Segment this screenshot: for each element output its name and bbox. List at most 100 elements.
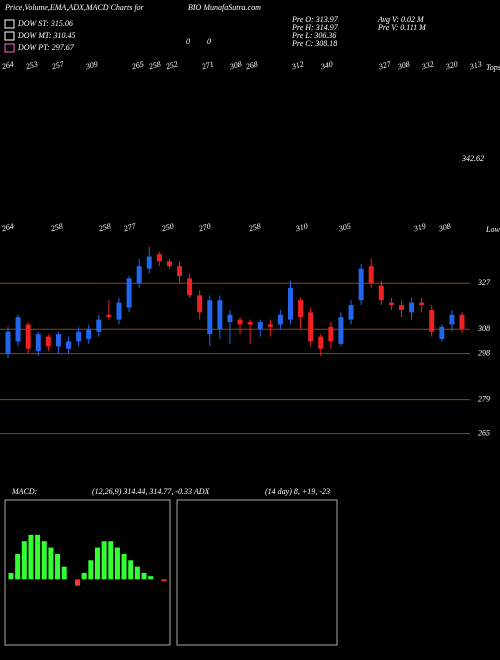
candle-body	[207, 300, 213, 335]
histogram-bar	[114, 547, 120, 580]
candle-body	[217, 300, 223, 330]
candle-body	[328, 326, 334, 342]
candle-body	[116, 302, 122, 320]
legend-label: DOW ST: 315.06	[17, 19, 73, 28]
histogram-bar	[134, 566, 140, 580]
candle-body	[55, 334, 61, 347]
extreme-label: 250	[161, 221, 175, 233]
extreme-label: 258	[98, 221, 112, 233]
extreme-label: 319	[412, 221, 427, 233]
histogram-bar	[81, 573, 87, 580]
candle-body	[378, 285, 384, 301]
extreme-label: 264	[1, 221, 15, 233]
extreme-label: 268	[245, 59, 259, 71]
extreme-label: 264	[1, 59, 15, 71]
stat: Pre C: 308.18	[291, 39, 337, 48]
extreme-label: 270	[198, 221, 212, 233]
extreme-label: 277	[123, 221, 138, 233]
extreme-label: 258	[148, 59, 162, 71]
histogram-bar	[21, 541, 27, 580]
candle-body	[197, 295, 203, 313]
histogram-bar	[88, 560, 94, 580]
candle-body	[136, 266, 142, 284]
y-tick-label: 308	[477, 324, 490, 333]
candle-body	[106, 314, 112, 318]
candle-body	[318, 336, 324, 349]
histogram-bar	[28, 534, 34, 580]
y-tick-label: 327	[477, 278, 491, 287]
extreme-label: 308	[228, 59, 243, 71]
price-label: 342.62	[461, 154, 484, 163]
candle-body	[25, 324, 31, 349]
histogram-bar	[148, 576, 154, 580]
candle-body	[429, 309, 435, 332]
candle-body	[146, 256, 152, 269]
extreme-label: 253	[25, 59, 39, 71]
candle-body	[86, 329, 92, 340]
site: BIO MunafaSutra.com	[188, 3, 261, 12]
candle-body	[368, 266, 374, 284]
extreme-label: 310	[294, 221, 309, 233]
panel	[4, 499, 171, 646]
candle-body	[348, 305, 354, 320]
candle-body	[308, 312, 314, 342]
legend-swatch	[4, 31, 15, 41]
panel-title: MACD:	[11, 487, 38, 496]
legend-label: DOW PT: 297.67	[17, 43, 75, 52]
candle-body	[388, 302, 394, 306]
candle-body	[96, 319, 102, 332]
candle-body	[45, 336, 51, 347]
y-tick-label: 298	[478, 348, 490, 357]
candle-body	[247, 322, 253, 325]
extreme-label: 252	[165, 59, 179, 71]
histogram-bar	[161, 579, 167, 582]
extreme-label: 271	[201, 59, 215, 71]
candle-body	[126, 278, 132, 308]
stat: Pre L: 306.36	[291, 31, 336, 40]
candle-body	[257, 322, 263, 330]
annotation-title: Lows	[485, 225, 500, 234]
extreme-label: 308	[396, 59, 411, 71]
panel-title: (14 day) 8, +19, -23	[265, 487, 330, 496]
histogram-bar	[55, 553, 61, 580]
candle-body	[298, 300, 304, 318]
candle-body	[277, 314, 283, 325]
extreme-label: 320	[444, 59, 459, 71]
histogram-bar	[94, 547, 100, 580]
candle-body	[338, 317, 344, 344]
histogram-bar	[15, 553, 21, 580]
histogram-bar	[101, 541, 107, 580]
candle-body	[166, 261, 172, 267]
extreme-label: 309	[84, 59, 99, 71]
candle-body	[76, 331, 82, 342]
stat: Avg V: 0.02 M	[377, 15, 425, 24]
stat: Pre H: 314.97	[291, 23, 339, 32]
candle-body	[398, 305, 404, 310]
candle-body	[5, 331, 11, 354]
extreme-label: 312	[290, 59, 305, 71]
histogram-bar	[41, 541, 47, 580]
histogram-bar	[61, 566, 67, 580]
extreme-label: 308	[437, 221, 452, 233]
extreme-label: 313	[468, 59, 483, 71]
histogram-bar	[141, 573, 147, 580]
candle-body	[409, 302, 415, 313]
candle-body	[439, 326, 445, 340]
panel-subtitle: (12,26,9) 314.44, 314.77, -0.33 ADX	[92, 487, 211, 496]
legend-swatch	[4, 43, 15, 53]
candle-body	[267, 324, 273, 327]
candle-body	[156, 254, 162, 262]
annotation-title: Tops	[486, 63, 500, 72]
histogram-bar	[75, 579, 81, 586]
panel	[176, 499, 338, 646]
extreme-label: 305	[337, 221, 352, 233]
histogram-bar	[48, 547, 54, 580]
extreme-label: 340	[319, 59, 334, 71]
extreme-label: 258	[248, 221, 262, 233]
y-tick-label: 265	[478, 428, 490, 437]
histogram-bar	[8, 573, 14, 580]
zero-label: 0	[186, 37, 190, 46]
stat: Pre O: 313.97	[291, 15, 339, 24]
candle-body	[187, 278, 193, 296]
extreme-label: 332	[420, 59, 435, 71]
